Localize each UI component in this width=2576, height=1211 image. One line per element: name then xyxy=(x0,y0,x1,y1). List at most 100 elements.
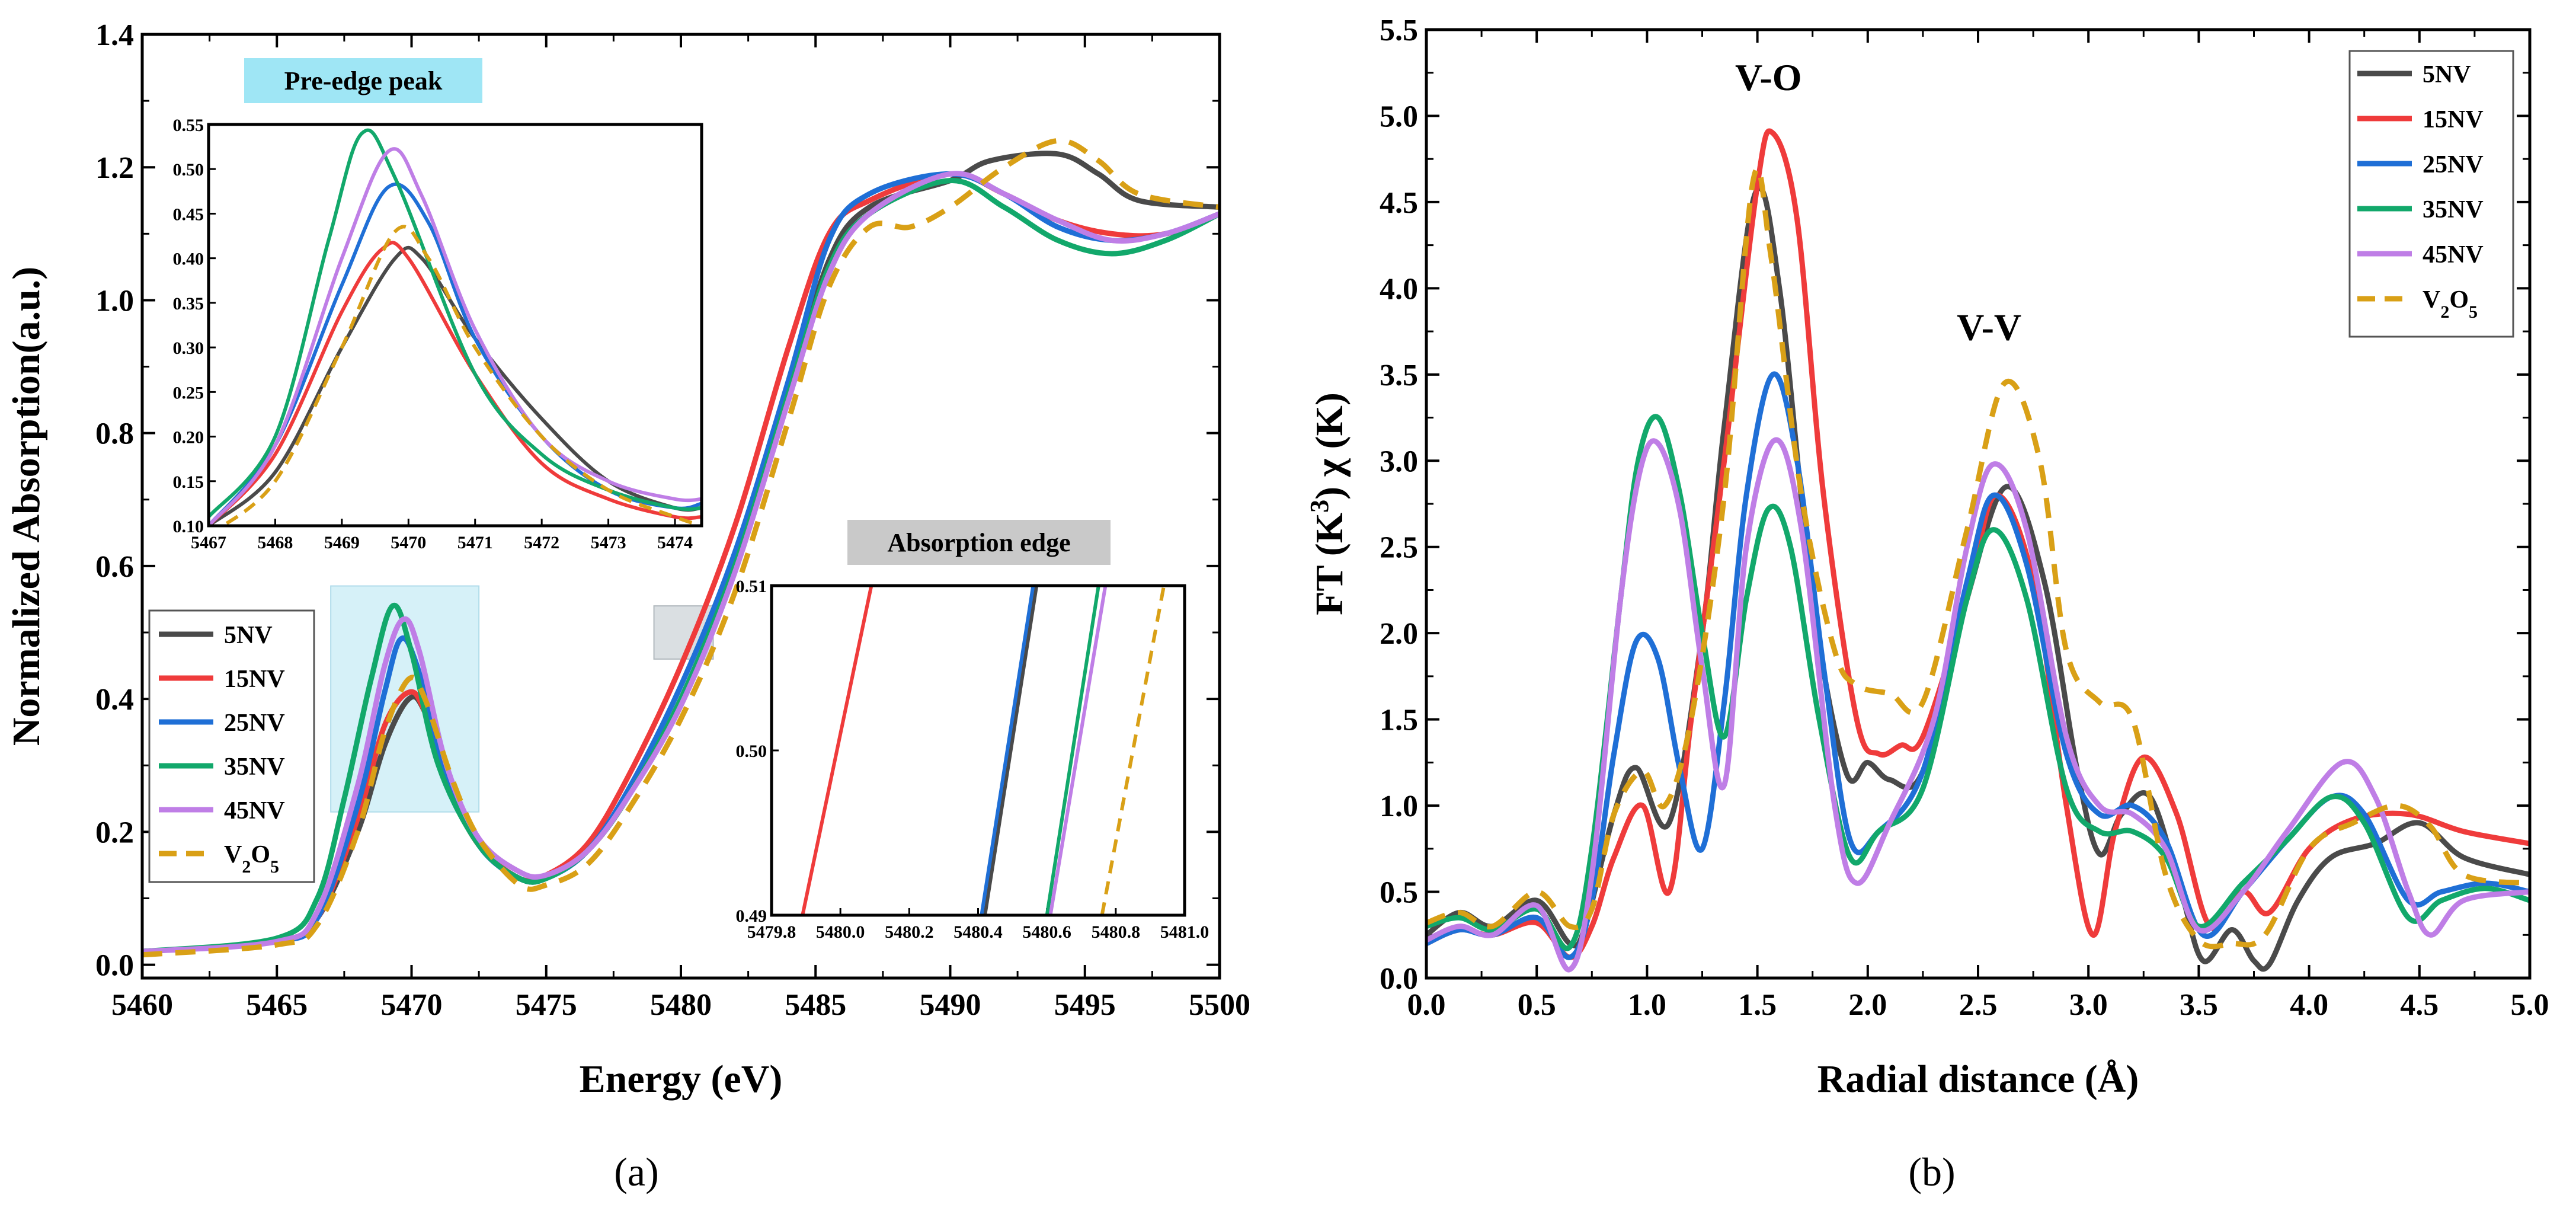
x-tick-label: 5465 xyxy=(246,988,308,1022)
panel-b-legend-box xyxy=(2348,50,2514,338)
pre-edge-inset-series xyxy=(209,128,702,526)
legend-label-part: V xyxy=(2423,286,2440,314)
y-tick-label: 0.50 xyxy=(736,742,767,761)
x-tick-label: 4.5 xyxy=(2400,988,2439,1022)
x-tick-label: 5474 xyxy=(657,533,693,552)
pre-edge-inset-ticks: 5467 5468 5469 5470 5471 5472 5473 5474 0.10 0.15… xyxy=(173,116,693,552)
y-tick-label: 4.0 xyxy=(1380,272,1418,306)
y-tick-label: 0.6 xyxy=(95,550,134,584)
x-tick-label: 5475 xyxy=(516,988,577,1022)
panel-a: 5460 5465 5470 5475 5480 5485 5490 5495 5500 0.0 0… xyxy=(5,18,1250,1194)
legend-label-sub: 2 xyxy=(242,857,251,877)
panel-b-ylabel-b: ) χ (K) xyxy=(1308,392,1351,500)
y-tick-label: 1.0 xyxy=(1380,790,1418,823)
panel-a-legend-box xyxy=(148,609,315,883)
panel-b-ylabel: FT (K3) χ (K) xyxy=(1305,392,1352,615)
panel-b-legend-items: 5NV 15NV 25NV 35NV 45NV V2O5 xyxy=(2357,61,2484,322)
legend-label-45nv: 45NV xyxy=(2423,241,2484,269)
y-tick-label: 0.2 xyxy=(95,816,134,849)
series-5nv-line xyxy=(983,586,1039,915)
series-v2o5-line xyxy=(1100,586,1166,915)
y-tick-label: 4.5 xyxy=(1380,186,1418,220)
y-tick-label: 3.5 xyxy=(1380,359,1418,392)
y-tick-label: 2.0 xyxy=(1380,617,1418,651)
y-tick-label: 0.8 xyxy=(95,417,134,451)
y-tick-label: 0.5 xyxy=(1380,876,1418,910)
x-tick-label: 5.0 xyxy=(2511,988,2549,1022)
legend-label-15nv: 15NV xyxy=(224,666,285,693)
pre-edge-inset-title: Pre-edge peak xyxy=(284,66,443,95)
x-tick-label: 3.5 xyxy=(2180,988,2218,1022)
legend-label-5nv: 5NV xyxy=(224,622,273,649)
panel-a-ticks: 5460 5465 5470 5475 5480 5485 5490 5495 5500 0.0 0… xyxy=(95,18,1250,1022)
x-tick-label: 0.0 xyxy=(1407,988,1446,1022)
panel-a-series xyxy=(142,138,1220,958)
legend-label-v2o5: V2O5 xyxy=(2423,286,2478,322)
panel-b-ylabel-a: FT (K xyxy=(1308,513,1351,615)
series-v2o5-line xyxy=(219,225,702,526)
x-tick-label: 5469 xyxy=(324,533,360,552)
x-tick-label: 5480.8 xyxy=(1092,922,1141,942)
panel-a-legend: 5NV 15NV 25NV 35NV 45NV V2O5 xyxy=(148,609,315,883)
y-tick-label: 0.15 xyxy=(173,472,204,492)
caption-a: (a) xyxy=(614,1149,658,1194)
panel-a-frame xyxy=(140,33,1221,980)
series-15nv-line xyxy=(801,586,873,915)
legend-label-sub: 2 xyxy=(2440,302,2449,322)
legend-label-25nv: 25NV xyxy=(224,710,285,737)
y-tick-label: 0.35 xyxy=(173,294,204,314)
y-tick-label: 0.40 xyxy=(173,250,204,269)
x-tick-label: 5485 xyxy=(785,988,846,1022)
edge-inset-bg xyxy=(772,586,1185,915)
x-tick-label: 5471 xyxy=(457,533,493,552)
legend-label-35nv: 35NV xyxy=(224,753,285,781)
y-tick-label: 0.20 xyxy=(173,428,204,448)
series-45nv-line xyxy=(209,147,702,526)
x-tick-label: 2.5 xyxy=(1959,988,1998,1022)
x-tick-label: 5470 xyxy=(391,533,426,552)
x-tick-label: 5467 xyxy=(191,533,226,552)
panel-b-xlabel: Radial distance (Å) xyxy=(1817,1057,2139,1101)
legend-label-part: O xyxy=(2449,286,2469,314)
series-25nv-line xyxy=(980,586,1035,915)
pre-edge-inset-bg xyxy=(209,124,702,526)
y-tick-label: 0.0 xyxy=(1380,962,1418,996)
x-tick-label: 5473 xyxy=(591,533,626,552)
y-tick-label: 1.5 xyxy=(1380,704,1418,737)
y-tick-label: 0.51 xyxy=(736,577,767,596)
annotation-v-v: V-V xyxy=(1957,306,2021,349)
x-tick-label: 5480.4 xyxy=(953,922,1003,942)
legend-label-25nv: 25NV xyxy=(2423,151,2484,178)
x-tick-label: 5495 xyxy=(1054,988,1116,1022)
legend-label-v2o5: V2O5 xyxy=(224,841,279,877)
x-tick-label: 5468 xyxy=(257,533,293,552)
panel-b: 0.0 0.5 1.0 1.5 2.0 2.5 3.0 3.5 4.0 4.5 5.0 0.0 0.5 1… xyxy=(1305,14,2549,1194)
y-tick-label: 0.25 xyxy=(173,383,204,402)
series-45nv-line xyxy=(1426,437,2530,973)
x-tick-label: 5460 xyxy=(111,988,173,1022)
panel-b-legend: 5NV 15NV 25NV 35NV 45NV V2O5 xyxy=(2348,50,2514,338)
legend-label-part: V xyxy=(224,841,242,868)
panel-b-series xyxy=(1426,128,2530,973)
y-tick-label: 3.0 xyxy=(1380,445,1418,478)
y-tick-label: 0.45 xyxy=(173,205,204,224)
y-tick-label: 0.10 xyxy=(173,517,204,536)
panel-b-frame xyxy=(1425,28,2532,980)
x-tick-label: 5479.8 xyxy=(747,922,796,942)
legend-label-5nv: 5NV xyxy=(2423,61,2471,88)
caption-b: (b) xyxy=(1908,1149,1955,1194)
y-tick-label: 0.30 xyxy=(173,338,204,358)
panel-a-legend-items: 5NV 15NV 25NV 35NV 45NV V2O5 xyxy=(159,622,285,877)
y-tick-label: 5.5 xyxy=(1380,14,1418,47)
legend-label-sub: 5 xyxy=(2469,302,2478,322)
x-tick-label: 4.0 xyxy=(2290,988,2328,1022)
x-tick-label: 5480.0 xyxy=(816,922,865,942)
series-v2o5-line xyxy=(142,138,1220,958)
pre-edge-inset-frame xyxy=(207,123,703,528)
x-tick-label: 5472 xyxy=(524,533,559,552)
edge-label-box xyxy=(847,520,1111,565)
x-tick-label: 5490 xyxy=(920,988,981,1022)
y-tick-label: 1.0 xyxy=(95,284,134,318)
x-tick-label: 5480 xyxy=(650,988,712,1022)
x-tick-label: 2.0 xyxy=(1848,988,1887,1022)
